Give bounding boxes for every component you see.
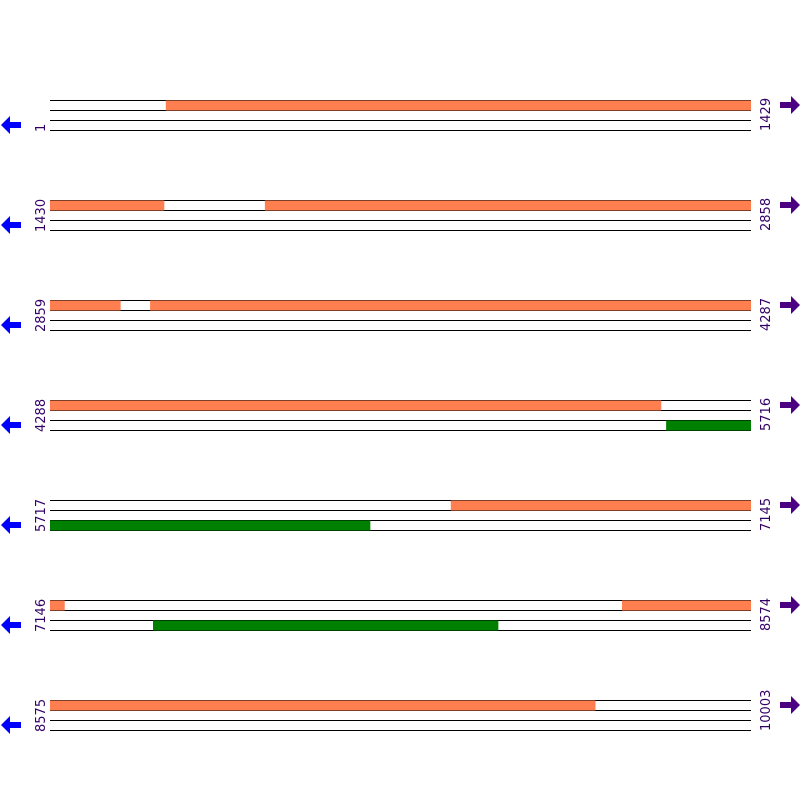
reverse-arrow: [1, 616, 21, 634]
forward-arrow: [780, 296, 800, 314]
forward-arrow: [780, 696, 800, 714]
forward-feature: [50, 300, 121, 311]
forward-arrow: [780, 396, 800, 414]
forward-arrow: [780, 596, 800, 614]
reverse-arrow: [1, 316, 21, 334]
row-start: 1430: [34, 199, 49, 232]
forward-feature: [50, 200, 165, 211]
row-end: 5716: [759, 398, 774, 431]
row-start: 4288: [34, 399, 49, 432]
reverse-feature: [666, 420, 751, 431]
forward-feature: [450, 500, 751, 511]
reverse-arrow: [1, 116, 21, 134]
row-start: 8575: [34, 699, 49, 732]
forward-arrow: [780, 96, 800, 114]
row-start: 1: [34, 124, 49, 132]
reverse-arrow: [1, 516, 21, 534]
forward-feature: [621, 600, 751, 611]
row-end: 7145: [759, 498, 774, 531]
forward-arrow: [780, 496, 800, 514]
forward-arrow: [780, 196, 800, 214]
forward-feature: [150, 300, 752, 311]
row-end: 2858: [759, 198, 774, 231]
row-end: 4287: [759, 298, 774, 331]
reverse-feature: [50, 520, 371, 531]
forward-feature: [50, 600, 65, 611]
reverse-feature: [153, 620, 499, 631]
reverse-arrow: [1, 716, 21, 734]
forward-feature: [165, 100, 752, 111]
row-start: 2859: [34, 299, 49, 332]
row-end: 8574: [759, 598, 774, 631]
row-end: 1429: [759, 98, 774, 131]
forward-feature: [50, 400, 662, 411]
reverse-arrow: [1, 216, 21, 234]
row-start: 5717: [34, 499, 49, 532]
reverse-arrow: [1, 416, 21, 434]
row-start: 7146: [34, 599, 49, 632]
row-end: 10003: [759, 690, 774, 731]
forward-feature: [264, 200, 751, 211]
forward-feature: [50, 700, 596, 711]
